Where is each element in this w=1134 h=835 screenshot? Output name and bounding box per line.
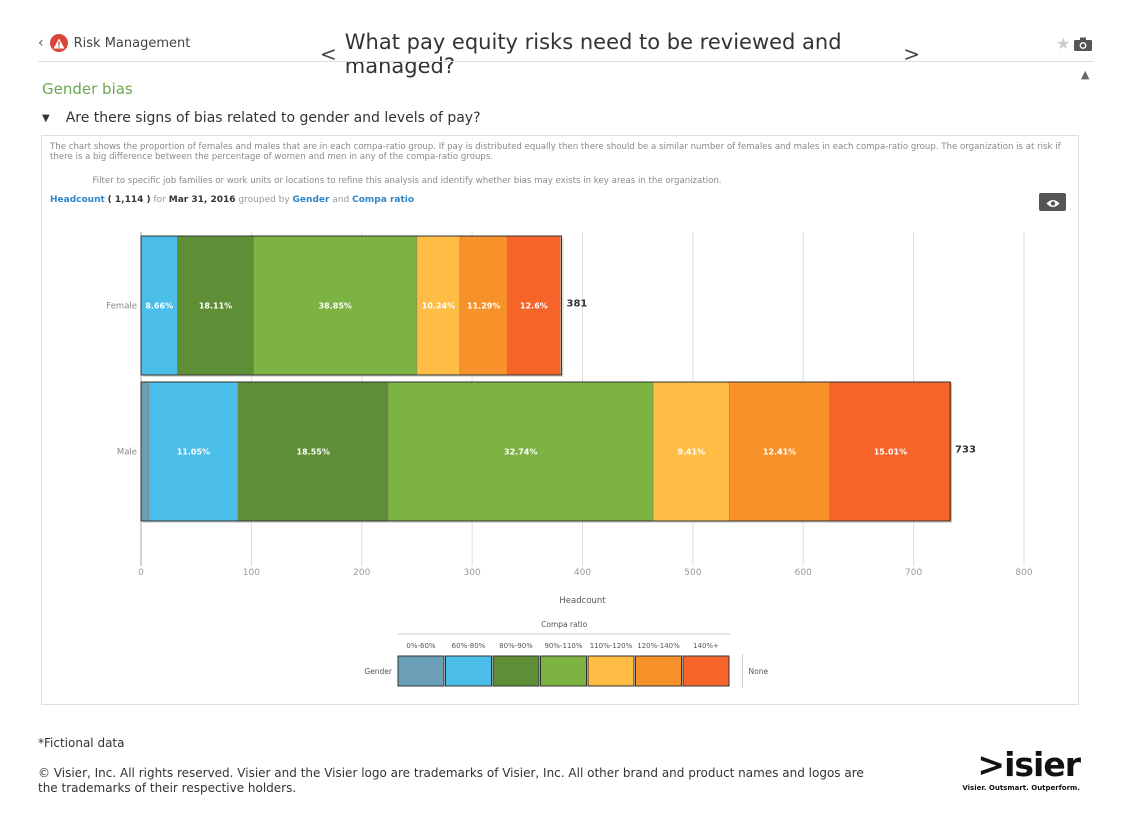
x-tick-label: 500 [684,568,701,578]
x-tick-label: 100 [243,568,260,578]
data-label: 38.85% [319,302,352,311]
x-tick-label: 300 [464,568,481,578]
section-title: Gender bias [42,80,133,98]
bar-outline [140,381,951,522]
star-icon[interactable]: ★ [1056,34,1071,53]
svg-text:>isier: >isier [977,748,1081,784]
data-label: 8.66% [145,302,173,311]
alert-icon [49,34,68,52]
analysis-panel: The chart shows the proportion of female… [41,135,1079,705]
data-label: 18.11% [199,302,232,311]
bar-outline [140,235,563,376]
and-text: and [332,195,350,205]
grouped-text: grouped by [238,195,290,205]
prev-page-button[interactable]: < [320,42,337,66]
data-label: 10.24% [422,302,455,311]
legend-item-label: 80%-90% [499,642,533,650]
data-label: 11.05% [177,448,210,457]
header-divider [38,61,1094,62]
x-tick-label: 200 [353,568,370,578]
legend-swatch [397,655,445,687]
bar-segment [416,235,461,376]
copyright-text: © Visier, Inc. All rights reserved. Visi… [38,766,864,795]
page-title-bar: < What pay equity risks need to be revie… [320,30,920,78]
x-tick-label: 700 [905,568,922,578]
legend-swatch [540,655,587,687]
bar-segment [140,381,150,522]
chart-description: The chart shows the proportion of female… [50,142,1061,162]
top-bar: ‹ Risk Management < What pay equity risk… [0,0,1134,81]
x-tick-label: 400 [574,568,591,578]
x-tick-label: 0 [138,568,144,578]
metric-link[interactable]: Headcount [50,195,105,205]
fictional-data-note: *Fictional data [38,736,125,750]
legend-swatch [445,655,492,687]
filter-tip: Filter to specific job families or work … [92,176,722,186]
legend-swatch [587,655,635,687]
analysis-context: Headcount ( 1,114 ) for Mar 31, 2016 gro… [50,195,414,205]
data-label: 12.41% [763,448,796,457]
x-tick-label: 800 [1015,568,1032,578]
data-label: 32.74% [504,448,537,457]
chevron-left-icon: ‹ [38,35,44,51]
group-compa-link[interactable]: Compa ratio [352,195,415,205]
page-title: What pay equity risks need to be reviewe… [344,30,842,78]
bar-segment [652,381,730,522]
x-axis-label: Headcount [559,596,606,606]
metric-value: ( 1,114 ) [107,195,151,205]
bar-segment [507,235,561,376]
eye-icon [1046,193,1060,212]
back-link[interactable]: ‹ Risk Management [38,34,190,52]
legend-item-label: 120%-140% [637,642,680,650]
legend-item-label: 110%-120% [590,642,633,650]
back-label: Risk Management [73,35,191,51]
triangle-down-icon: ▼ [42,112,50,124]
stacked-bar-chart: 0 100 200 300 400 500 600 700 800 Headcount 8.66% 1… [106,232,1033,688]
data-label: 11.29% [467,302,500,311]
camera-icon[interactable] [1074,36,1092,55]
legend-swatch [635,655,682,687]
bar-segment [387,381,654,522]
data-label: 12.6% [520,302,548,311]
y-category-label: Female [106,302,137,312]
data-label: 15.01% [874,448,907,457]
y-category-label: Male [117,448,137,458]
bar-segment [237,381,389,522]
legend-item-label: 140%+ [693,642,719,650]
bar-segment [177,235,254,376]
legend-item-label: 60%-80% [452,642,486,650]
legend-item-label: 90%-110% [544,642,582,650]
x-tick-label: 600 [795,568,812,578]
question-text: Are there signs of bias related to gende… [65,110,481,126]
bar-total-label: 733 [955,445,976,456]
visibility-toggle-button[interactable] [1039,193,1066,211]
legend-item-label: 0%-60% [406,642,436,650]
data-label: 9.41% [677,448,705,457]
svg-text:Visier. Outsmart. Outperform.: Visier. Outsmart. Outperform. [962,784,1080,792]
legend-swatch [492,655,540,687]
for-text: for [153,195,166,205]
bar-segment [728,381,831,522]
bar-segment [829,381,952,522]
legend-row-label: Gender [364,667,393,676]
data-label: 18.55% [297,448,330,457]
next-page-button[interactable]: > [903,42,920,66]
visier-logo: >isier Visier. Outsmart. Outperform. [958,745,1083,797]
legend-none-label: None [749,667,769,676]
legend-title: Compa ratio [541,620,588,629]
bar-total-label: 381 [567,299,588,310]
question-toggle[interactable]: ▼ Are there signs of bias related to gen… [42,110,481,126]
collapse-up-icon[interactable]: ▲ [1081,68,1090,81]
date-value: Mar 31, 2016 [168,195,236,205]
legend-swatch [682,655,730,687]
group-gender-link[interactable]: Gender [292,195,330,205]
